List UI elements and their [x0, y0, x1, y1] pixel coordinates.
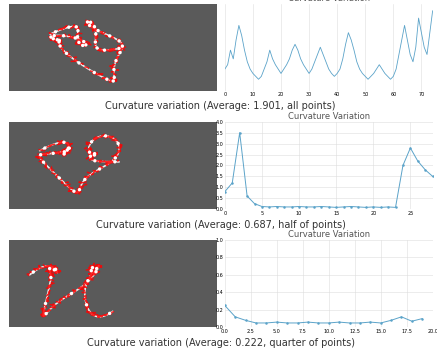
- Point: [94, 45, 101, 51]
- Point: [89, 265, 96, 270]
- Text: Curvature variation (Average: 0.222, quarter of points): Curvature variation (Average: 0.222, qua…: [87, 338, 355, 348]
- Point: [84, 278, 91, 284]
- Point: [52, 267, 59, 272]
- Title: Curvature Variation: Curvature Variation: [288, 112, 370, 121]
- Point: [83, 302, 90, 308]
- Point: [50, 36, 57, 41]
- Point: [76, 60, 83, 66]
- Point: [92, 39, 99, 45]
- Point: [63, 51, 70, 56]
- Point: [106, 33, 113, 39]
- Point: [91, 24, 98, 29]
- Point: [76, 187, 83, 193]
- Point: [73, 24, 80, 30]
- Point: [93, 266, 100, 272]
- Text: Curvature variation (Average: 0.687, half of points): Curvature variation (Average: 0.687, hal…: [96, 219, 346, 229]
- Point: [42, 301, 49, 306]
- Point: [76, 40, 83, 45]
- Point: [104, 76, 111, 82]
- Point: [115, 38, 122, 44]
- Point: [110, 78, 117, 84]
- Point: [54, 37, 61, 42]
- Point: [117, 50, 124, 55]
- Point: [47, 275, 54, 280]
- Point: [51, 267, 58, 273]
- Point: [56, 43, 63, 49]
- Point: [65, 145, 72, 151]
- Point: [51, 33, 58, 39]
- Point: [46, 266, 53, 272]
- Point: [112, 155, 119, 161]
- Point: [79, 42, 86, 48]
- Point: [111, 75, 118, 80]
- Point: [88, 268, 95, 274]
- Title: Curvature Variation: Curvature Variation: [288, 0, 370, 3]
- Point: [50, 150, 57, 156]
- Point: [80, 39, 87, 44]
- Point: [64, 147, 71, 153]
- Point: [91, 70, 98, 75]
- Point: [93, 269, 100, 275]
- Point: [96, 166, 103, 172]
- Point: [43, 311, 50, 316]
- Point: [91, 152, 98, 158]
- Point: [68, 291, 75, 296]
- Point: [37, 152, 44, 158]
- Point: [87, 19, 94, 25]
- Point: [70, 188, 77, 194]
- Point: [56, 38, 63, 43]
- Point: [111, 159, 118, 165]
- Point: [112, 58, 119, 63]
- Point: [60, 139, 67, 145]
- Point: [84, 19, 91, 25]
- Point: [72, 35, 79, 41]
- Point: [91, 158, 98, 164]
- Point: [61, 149, 68, 155]
- Point: [115, 46, 122, 51]
- Point: [102, 133, 109, 139]
- Point: [82, 42, 89, 48]
- Point: [60, 33, 67, 39]
- Point: [111, 67, 118, 72]
- Point: [65, 24, 72, 30]
- Point: [66, 145, 73, 151]
- Point: [81, 177, 88, 182]
- Point: [61, 151, 68, 157]
- Point: [40, 159, 47, 165]
- Point: [86, 149, 93, 155]
- Point: [91, 151, 98, 156]
- Point: [87, 153, 94, 159]
- Point: [30, 269, 37, 275]
- Point: [94, 28, 101, 33]
- Point: [86, 23, 93, 28]
- Point: [114, 141, 121, 146]
- Title: Curvature Variation: Curvature Variation: [288, 230, 370, 239]
- Point: [55, 39, 62, 45]
- Point: [52, 29, 59, 35]
- Point: [42, 145, 49, 151]
- Point: [88, 139, 95, 145]
- Point: [74, 28, 81, 34]
- Point: [92, 31, 99, 37]
- Point: [119, 43, 126, 49]
- Point: [101, 47, 108, 53]
- Point: [106, 310, 113, 316]
- Point: [48, 34, 55, 40]
- Point: [74, 34, 81, 40]
- Point: [56, 175, 63, 181]
- Text: Curvature variation (Average: 1.901, all points): Curvature variation (Average: 1.901, all…: [105, 101, 336, 111]
